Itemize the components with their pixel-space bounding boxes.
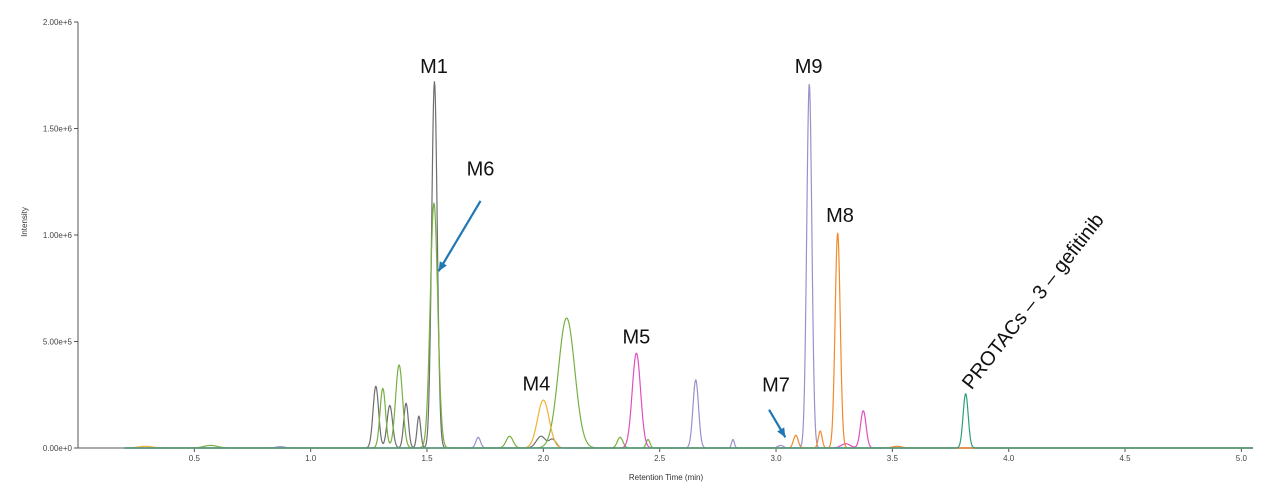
x-tick-label: 0.5: [189, 454, 201, 463]
x-axis-label: Retention Time (min): [629, 473, 704, 482]
x-tick-label: 3.0: [770, 454, 782, 463]
x-tick-label: 1.5: [421, 454, 433, 463]
peak-label-2: M4: [522, 373, 550, 395]
series-line-0: [124, 81, 1254, 449]
peak-label-5: M9: [795, 56, 823, 78]
series-line-5: [124, 232, 1254, 449]
series-line-4: [124, 83, 1254, 449]
x-tick-label: 2.0: [538, 454, 550, 463]
x-tick-label: 2.5: [654, 454, 666, 463]
peak-label-1: M6: [467, 158, 495, 180]
y-tick-label: 1.50e+6: [43, 125, 73, 134]
series-line-3: [124, 352, 1254, 449]
y-tick-label: 2.00e+6: [43, 18, 73, 27]
annotations-group: M1 M6 M4 M5 M7 M9 M8 PROTACs – 3 – gefitinib: [420, 56, 1109, 438]
peak-label-0: M1: [420, 56, 448, 78]
x-tick-label: 4.5: [1119, 454, 1131, 463]
y-axis-label: Intensity: [20, 207, 29, 237]
arrow-line-0: [437, 200, 482, 272]
x-tick-label: 1.0: [305, 454, 317, 463]
peak-label-7: PROTACs – 3 – gefitinib: [958, 210, 1109, 394]
peak-label-6: M8: [826, 205, 854, 227]
y-tick-label: 0.00e+0: [43, 444, 73, 453]
y-tick-label: 1.00e+6: [43, 231, 73, 240]
series-group: [124, 81, 1254, 449]
x-tick-label: 3.5: [887, 454, 899, 463]
peak-label-3: M5: [623, 327, 651, 349]
arrow-head-0: [438, 261, 447, 272]
peak-label-4: M7: [762, 375, 790, 397]
x-tick-label: 4.0: [1003, 454, 1015, 463]
series-line-2: [124, 399, 1254, 449]
x-tick-label: 5.0: [1236, 454, 1248, 463]
arrow-head-1: [777, 427, 786, 438]
series-line-6: [124, 393, 1254, 449]
y-tick-label: 5.00e+5: [43, 338, 73, 347]
